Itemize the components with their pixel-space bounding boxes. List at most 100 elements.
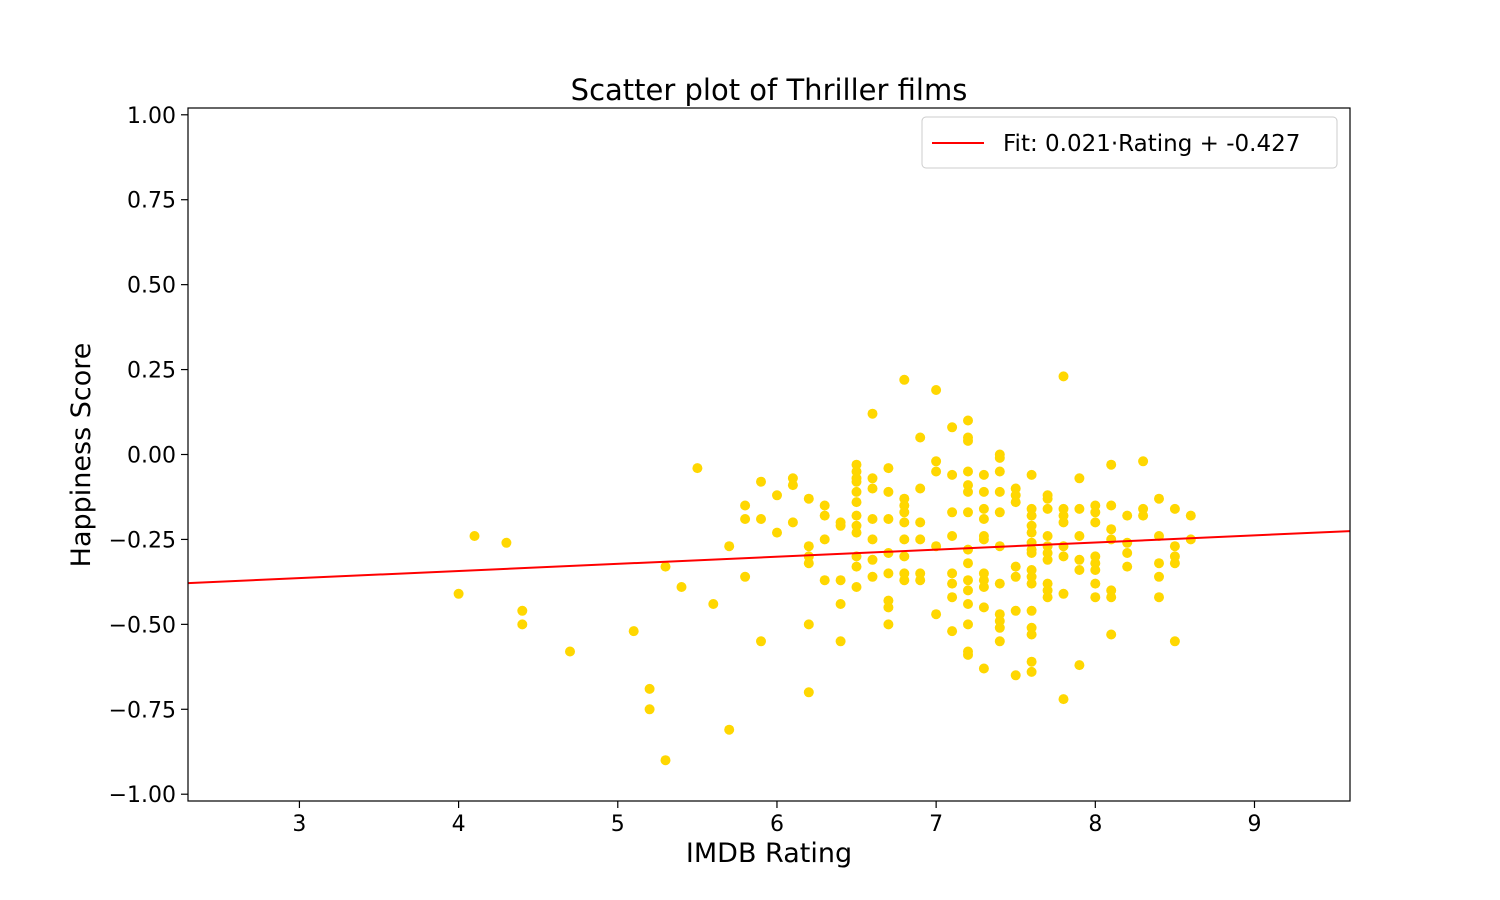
scatter-point-151 [1027,579,1037,589]
scatter-point-158 [1043,494,1053,504]
scatter-point-124 [995,453,1005,463]
scatter-point-207 [1154,592,1164,602]
scatter-point-26 [788,517,798,527]
x-tick-label: 4 [452,812,466,837]
scatter-point-22 [772,490,782,500]
scatter-point-79 [915,484,925,494]
scatter-point-73 [899,517,909,527]
scatter-point-55 [868,473,878,483]
scatter-point-196 [1122,511,1132,521]
scatter-point-8 [645,704,655,714]
scatter-point-3 [517,606,527,616]
scatter-point-108 [963,599,973,609]
scatter-point-28 [804,541,814,551]
scatter-points [454,371,1196,765]
scatter-point-114 [979,504,989,514]
scatter-point-213 [1186,511,1196,521]
scatter-point-52 [852,562,862,572]
x-tick-label: 3 [292,812,306,837]
scatter-point-143 [1027,511,1037,521]
x-tick-label: 9 [1247,812,1261,837]
scatter-point-154 [1027,630,1037,640]
scatter-point-14 [724,541,734,551]
x-axis-ticks: 3456789 [292,801,1261,837]
scatter-point-129 [995,579,1005,589]
scatter-point-77 [899,575,909,585]
scatter-point-72 [899,507,909,517]
scatter-point-177 [1074,531,1084,541]
scatter-point-195 [1106,630,1116,640]
scatter-point-68 [883,619,893,629]
scatter-point-1 [470,531,480,541]
scatter-point-94 [947,579,957,589]
scatter-point-152 [1027,606,1037,616]
scatter-point-120 [979,582,989,592]
scatter-point-141 [1027,470,1037,480]
scatter-point-172 [1059,551,1069,561]
scatter-point-166 [1043,592,1053,602]
y-tick-label: 0.25 [127,359,176,384]
scatter-point-203 [1154,494,1164,504]
scatter-point-93 [947,568,957,578]
scatter-point-19 [756,477,766,487]
scatter-point-0 [454,589,464,599]
scatter-point-50 [852,528,862,538]
scatter-point-88 [931,609,941,619]
scatter-point-32 [804,687,814,697]
scatter-point-48 [852,511,862,521]
scatter-point-163 [1043,555,1053,565]
scatter-point-97 [963,416,973,426]
scatter-point-122 [979,664,989,674]
scatter-point-107 [963,585,973,595]
x-tick-label: 8 [1088,812,1102,837]
scatter-point-4 [517,619,527,629]
scatter-point-111 [963,650,973,660]
scatter-point-33 [820,501,830,511]
scatter-point-12 [692,463,702,473]
scatter-point-83 [915,575,925,585]
scatter-point-30 [804,558,814,568]
x-tick-label: 6 [770,812,784,837]
scatter-point-20 [756,514,766,524]
scatter-point-16 [740,501,750,511]
scatter-point-69 [899,375,909,385]
scatter-point-175 [1074,473,1084,483]
scatter-point-183 [1090,517,1100,527]
scatter-point-64 [883,548,893,558]
scatter-point-109 [963,619,973,629]
scatter-point-92 [947,531,957,541]
scatter-point-58 [868,534,878,544]
scatter-point-17 [740,514,750,524]
scatter-point-15 [724,725,734,735]
scatter-point-41 [836,636,846,646]
scatter-point-63 [883,514,893,524]
y-tick-label: −0.50 [109,613,176,638]
scatter-point-214 [1186,534,1196,544]
scatter-point-133 [995,636,1005,646]
scatter-point-208 [1170,504,1180,514]
scatter-point-9 [661,562,671,572]
scatter-point-7 [645,684,655,694]
scatter-point-106 [963,575,973,585]
scatter-point-187 [1090,579,1100,589]
scatter-point-156 [1027,667,1037,677]
x-tick-label: 7 [929,812,943,837]
scatter-point-59 [868,555,878,565]
scatter-point-10 [661,755,671,765]
scatter-point-211 [1170,558,1180,568]
scatter-point-180 [1074,660,1084,670]
scatter-point-104 [963,545,973,555]
scatter-point-126 [995,487,1005,497]
scatter-point-74 [899,534,909,544]
y-tick-label: −0.75 [109,698,176,723]
scatter-point-206 [1154,572,1164,582]
scatter-point-90 [947,470,957,480]
y-tick-label: 0.00 [127,444,176,469]
scatter-point-176 [1074,504,1084,514]
scatter-point-56 [868,484,878,494]
scatter-point-91 [947,507,957,517]
scatter-point-121 [979,602,989,612]
scatter-point-75 [899,551,909,561]
scatter-point-85 [931,456,941,466]
